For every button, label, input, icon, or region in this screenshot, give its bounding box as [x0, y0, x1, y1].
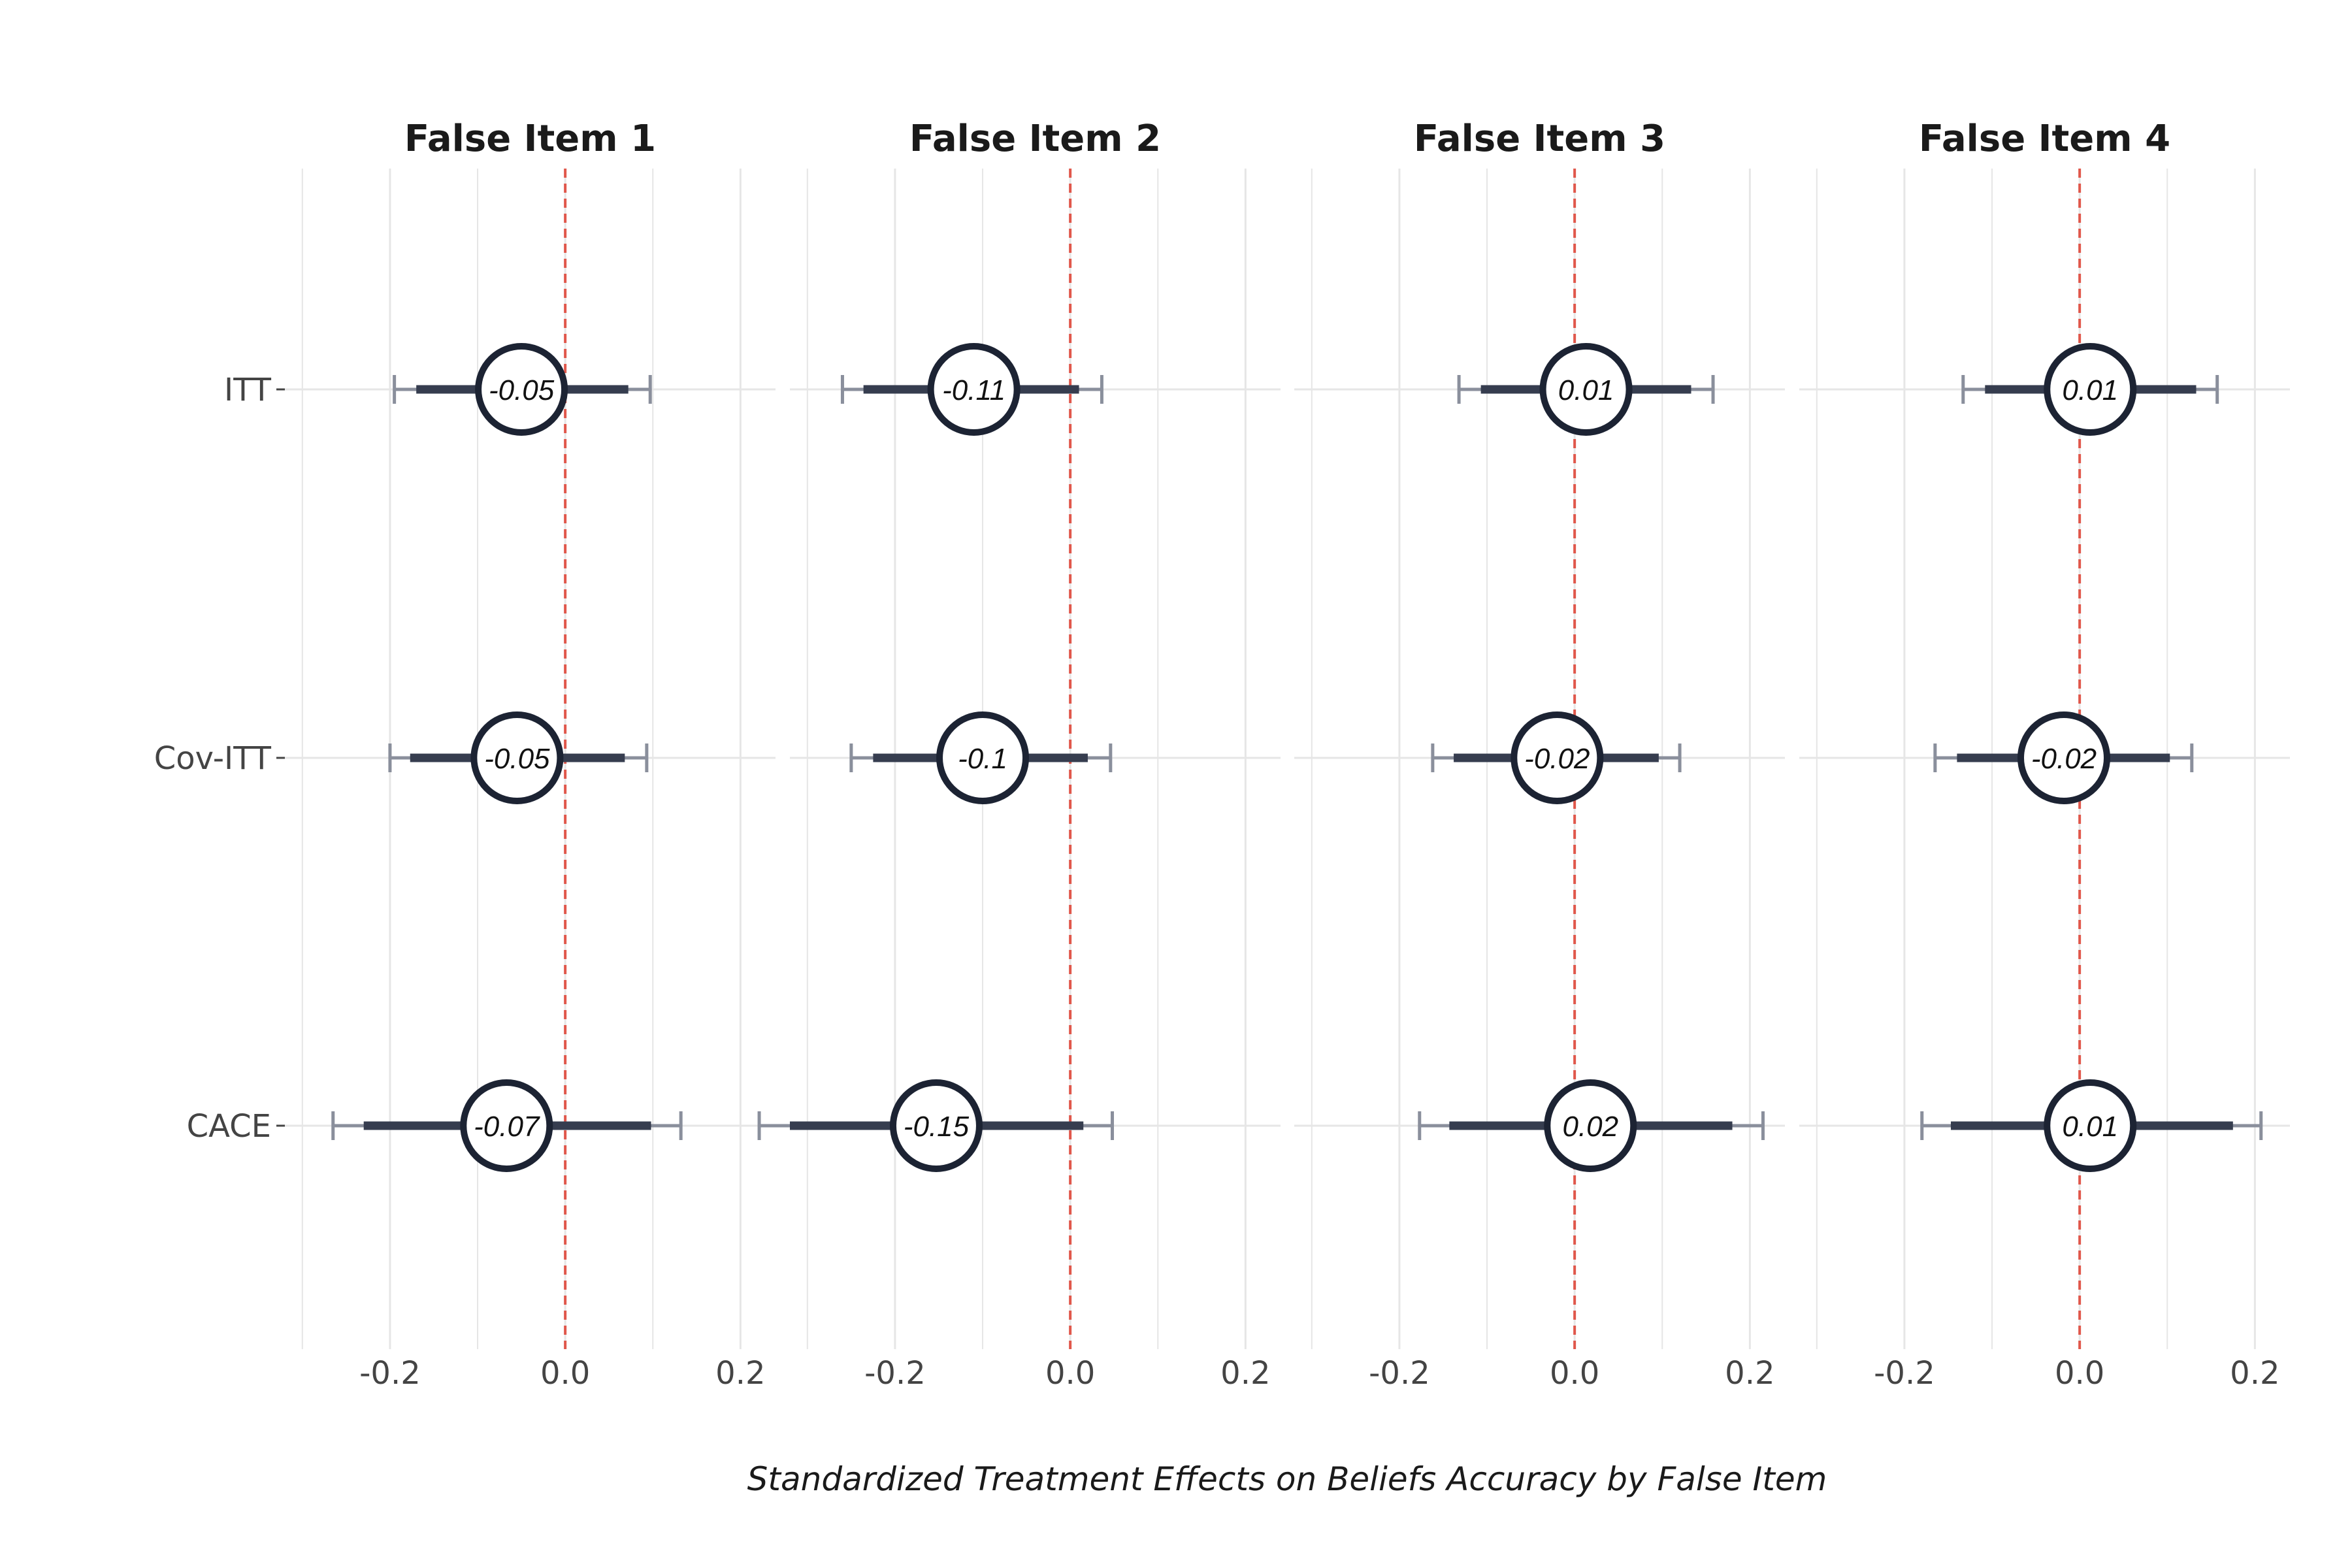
panel-false-item-1: False Item 1 -0.2 0.0 0.2 -0.05 -0.05 -0.07	[285, 118, 776, 1392]
x-tick-label: 0.2	[1220, 1355, 1270, 1392]
x-tick-label: 0.2	[1725, 1355, 1774, 1392]
x-tick-label: 0.0	[1045, 1355, 1095, 1392]
x-axis-title: Standardized Treatment Effects on Belief…	[747, 1460, 1827, 1498]
estimate-itt: -0.11	[840, 343, 1103, 436]
point-estimate-label: -0.1	[958, 743, 1007, 775]
point-estimate	[927, 343, 1021, 436]
row-labels: ITT Cov-ITT CACE	[154, 372, 285, 1145]
x-tick-label: -0.2	[1369, 1355, 1430, 1392]
x-tick-label: -0.2	[864, 1355, 926, 1392]
estimate-cace: 0.01	[1920, 1079, 2263, 1172]
point-estimate-label: -0.02	[2031, 743, 2097, 775]
point-estimate	[1539, 343, 1633, 436]
x-tick-label: 0.2	[2230, 1355, 2279, 1392]
estimate-cace: -0.15	[757, 1079, 1115, 1172]
panel-title: False Item 4	[1919, 118, 2170, 160]
panels: False Item 1-0.2 0.0 0.2-0.05-0.05-0.07Fal…	[285, 118, 2290, 1392]
estimate-cace: -0.07	[331, 1079, 683, 1172]
estimate-cov-itt: -0.02	[1933, 711, 2194, 804]
point-estimate-label: 0.02	[1562, 1111, 1618, 1143]
panel-false-item-4: False Item 4 -0.2 0.0 0.2 0.01 -0.02 0.01	[1799, 118, 2290, 1392]
estimate-itt: 0.01	[1457, 343, 1715, 436]
x-tick-label: -0.2	[1874, 1355, 1935, 1392]
x-tick-label: 0.0	[2055, 1355, 2104, 1392]
row-label-cace: CACE	[187, 1108, 271, 1145]
point-estimate-label: -0.02	[1524, 743, 1590, 775]
point-estimate	[1544, 1079, 1637, 1172]
panel-false-item-3: False Item 3 -0.2 0.0 0.2 0.01 -0.02 0.02	[1294, 118, 1785, 1392]
point-estimate-label: -0.15	[904, 1111, 970, 1143]
estimate-cace: 0.02	[1418, 1079, 1765, 1172]
row-label-cov-itt: Cov-ITT	[154, 740, 272, 777]
point-estimate	[2017, 711, 2111, 804]
point-estimate-label: -0.11	[942, 374, 1005, 406]
panel-title: False Item 1	[404, 118, 656, 160]
point-estimate-label: 0.01	[2062, 374, 2118, 406]
panel-title: False Item 2	[909, 118, 1161, 160]
point-estimate	[889, 1079, 983, 1172]
point-estimate	[2044, 343, 2137, 436]
point-estimate-label: -0.07	[474, 1111, 540, 1143]
x-tick-label: 0.0	[540, 1355, 590, 1392]
point-estimate-label: 0.01	[1558, 374, 1614, 406]
point-estimate-label: -0.05	[484, 743, 550, 775]
point-estimate	[460, 1079, 553, 1172]
panel-false-item-2: False Item 2 -0.2 0.0 0.2 -0.11 -0.1 -0.15	[757, 118, 1281, 1392]
row-label-itt: ITT	[224, 372, 272, 408]
point-estimate-label: -0.05	[489, 374, 555, 406]
panel-title: False Item 3	[1414, 118, 1665, 160]
x-tick-label: 0.0	[1550, 1355, 1599, 1392]
estimate-cov-itt: -0.02	[1431, 711, 1682, 804]
estimate-itt: 0.01	[1961, 343, 2219, 436]
estimate-itt: -0.05	[393, 343, 652, 436]
x-tick-label: 0.2	[715, 1355, 765, 1392]
point-estimate	[1511, 711, 1604, 804]
point-estimate	[475, 343, 568, 436]
point-estimate	[936, 711, 1030, 804]
x-tick-label: -0.2	[359, 1355, 421, 1392]
point-estimate	[2044, 1079, 2137, 1172]
estimate-cov-itt: -0.1	[849, 711, 1113, 804]
estimate-cov-itt: -0.05	[388, 711, 649, 804]
point-estimate-label: 0.01	[2062, 1111, 2118, 1143]
point-estimate	[470, 711, 564, 804]
